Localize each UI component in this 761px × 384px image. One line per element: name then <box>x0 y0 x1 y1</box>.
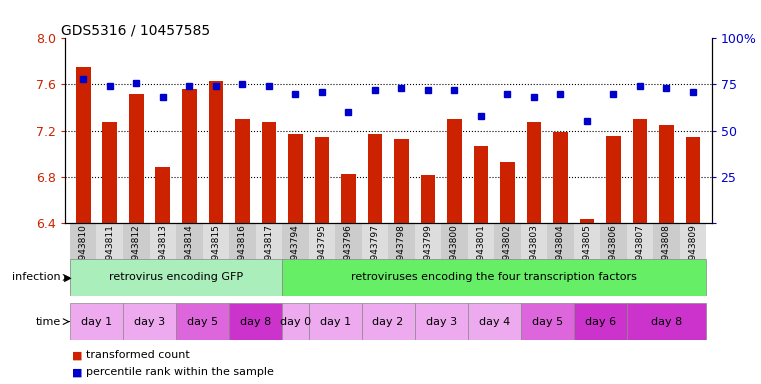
Bar <box>600 223 627 294</box>
Text: day 5: day 5 <box>187 316 218 327</box>
Bar <box>235 119 250 223</box>
Text: ■: ■ <box>72 350 83 360</box>
Bar <box>388 223 415 294</box>
Text: percentile rank within the sample: percentile rank within the sample <box>86 367 274 377</box>
Text: day 8: day 8 <box>240 316 271 327</box>
Bar <box>229 223 256 294</box>
Bar <box>521 303 574 340</box>
Bar <box>361 223 388 294</box>
Text: transformed count: transformed count <box>86 350 189 360</box>
Bar <box>500 162 514 223</box>
Bar <box>468 223 494 294</box>
Bar <box>494 223 521 294</box>
Bar <box>574 223 600 294</box>
Bar <box>580 219 594 223</box>
Bar <box>441 223 468 294</box>
Bar <box>256 223 282 294</box>
Text: retroviruses encoding the four transcription factors: retroviruses encoding the four transcrip… <box>352 272 637 283</box>
Bar <box>421 175 435 223</box>
Text: day 4: day 4 <box>479 316 510 327</box>
Bar <box>70 259 282 296</box>
Bar <box>473 146 489 223</box>
Bar <box>415 303 468 340</box>
Text: day 5: day 5 <box>532 316 562 327</box>
Bar <box>282 303 308 340</box>
Text: GDS5316 / 10457585: GDS5316 / 10457585 <box>62 23 211 37</box>
Text: day 3: day 3 <box>134 316 165 327</box>
Text: day 6: day 6 <box>584 316 616 327</box>
Bar <box>632 119 648 223</box>
Bar <box>553 132 568 223</box>
Bar <box>627 303 706 340</box>
Bar <box>361 303 415 340</box>
Bar <box>308 303 361 340</box>
Text: day 0: day 0 <box>280 316 311 327</box>
Bar <box>468 303 521 340</box>
Bar <box>209 81 223 223</box>
Bar <box>527 122 541 223</box>
Text: day 3: day 3 <box>425 316 457 327</box>
Text: day 2: day 2 <box>372 316 404 327</box>
Bar <box>659 125 673 223</box>
Bar <box>288 134 303 223</box>
Bar <box>155 167 170 223</box>
Bar <box>123 223 149 294</box>
Bar <box>262 122 276 223</box>
Text: day 1: day 1 <box>81 316 112 327</box>
Bar <box>447 119 462 223</box>
Bar <box>97 223 123 294</box>
Bar <box>123 303 176 340</box>
Bar <box>547 223 574 294</box>
Text: ▶: ▶ <box>61 272 72 283</box>
Bar <box>229 303 282 340</box>
Bar <box>70 303 123 340</box>
Text: time: time <box>36 316 61 327</box>
Bar <box>282 259 706 296</box>
Bar <box>335 223 361 294</box>
Bar <box>341 174 355 223</box>
Bar <box>129 94 144 223</box>
Text: day 8: day 8 <box>651 316 682 327</box>
Bar <box>76 67 91 223</box>
Text: infection: infection <box>12 272 61 283</box>
Bar <box>182 89 196 223</box>
Bar <box>176 223 202 294</box>
Bar <box>149 223 176 294</box>
Bar <box>686 137 700 223</box>
Text: retrovirus encoding GFP: retrovirus encoding GFP <box>109 272 243 283</box>
Bar <box>680 223 706 294</box>
Bar <box>282 223 308 294</box>
Bar <box>70 223 97 294</box>
Bar <box>627 223 653 294</box>
Bar <box>103 122 117 223</box>
Bar <box>314 137 329 223</box>
Bar <box>653 223 680 294</box>
Bar <box>574 303 627 340</box>
Bar <box>394 139 409 223</box>
Bar <box>521 223 547 294</box>
Bar <box>176 303 229 340</box>
Text: day 1: day 1 <box>320 316 351 327</box>
Bar <box>415 223 441 294</box>
Bar <box>607 136 621 223</box>
Text: ■: ■ <box>72 367 83 377</box>
Bar <box>368 134 382 223</box>
Bar <box>308 223 335 294</box>
Bar <box>202 223 229 294</box>
